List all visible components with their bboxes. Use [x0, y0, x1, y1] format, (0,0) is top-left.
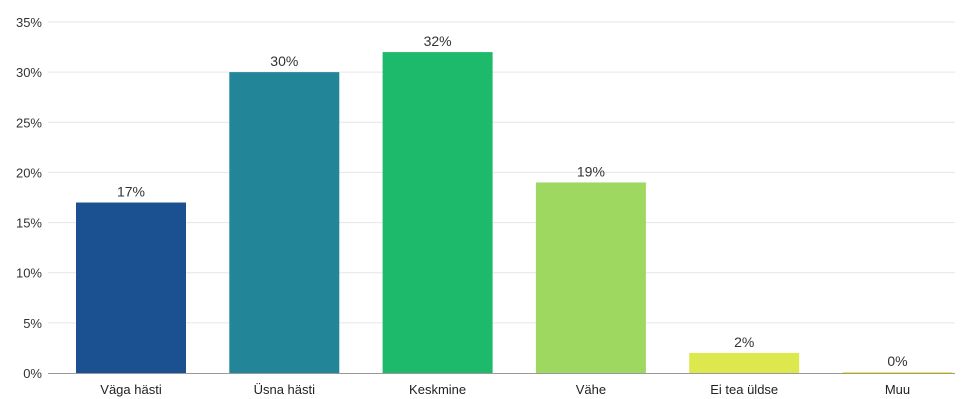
category-label: Muu	[885, 382, 910, 397]
category-label: Vähe	[576, 382, 606, 397]
category-label: Üsna hästi	[254, 382, 316, 397]
bar-value-label: 2%	[734, 334, 754, 350]
category-label: Ei tea üldse	[710, 382, 778, 397]
bar-value-label: 17%	[117, 184, 145, 200]
y-tick-label: 20%	[16, 165, 42, 180]
bar	[229, 72, 340, 374]
y-tick-label: 35%	[16, 15, 42, 30]
y-tick-label: 15%	[16, 216, 42, 231]
y-tick-label: 5%	[23, 316, 42, 331]
bar-value-label: 0%	[887, 353, 907, 369]
bar-value-label: 32%	[424, 33, 452, 49]
bars	[76, 52, 953, 374]
bar	[382, 52, 493, 373]
category-label: Keskmine	[409, 382, 466, 397]
y-tick-label: 25%	[16, 115, 42, 130]
bar	[689, 352, 800, 373]
bar-value-label: 19%	[577, 163, 605, 179]
y-axis-ticks: 0% 5% 10% 15% 20% 25% 30% 35%	[16, 15, 42, 381]
bar	[842, 372, 953, 373]
category-label: Väga hästi	[100, 382, 162, 397]
x-axis-categories: Väga hästi Üsna hästi Keskmine Vähe Ei tea ü…	[100, 382, 910, 397]
y-tick-label: 10%	[16, 266, 42, 281]
bar-value-label: 30%	[270, 53, 298, 69]
bar	[535, 182, 646, 373]
y-tick-label: 30%	[16, 65, 42, 80]
y-tick-label: 0%	[23, 366, 42, 381]
bar	[76, 202, 186, 373]
data-labels: 17% 30% 32% 19% 2% 0%	[117, 33, 908, 369]
gridlines	[48, 21, 955, 324]
